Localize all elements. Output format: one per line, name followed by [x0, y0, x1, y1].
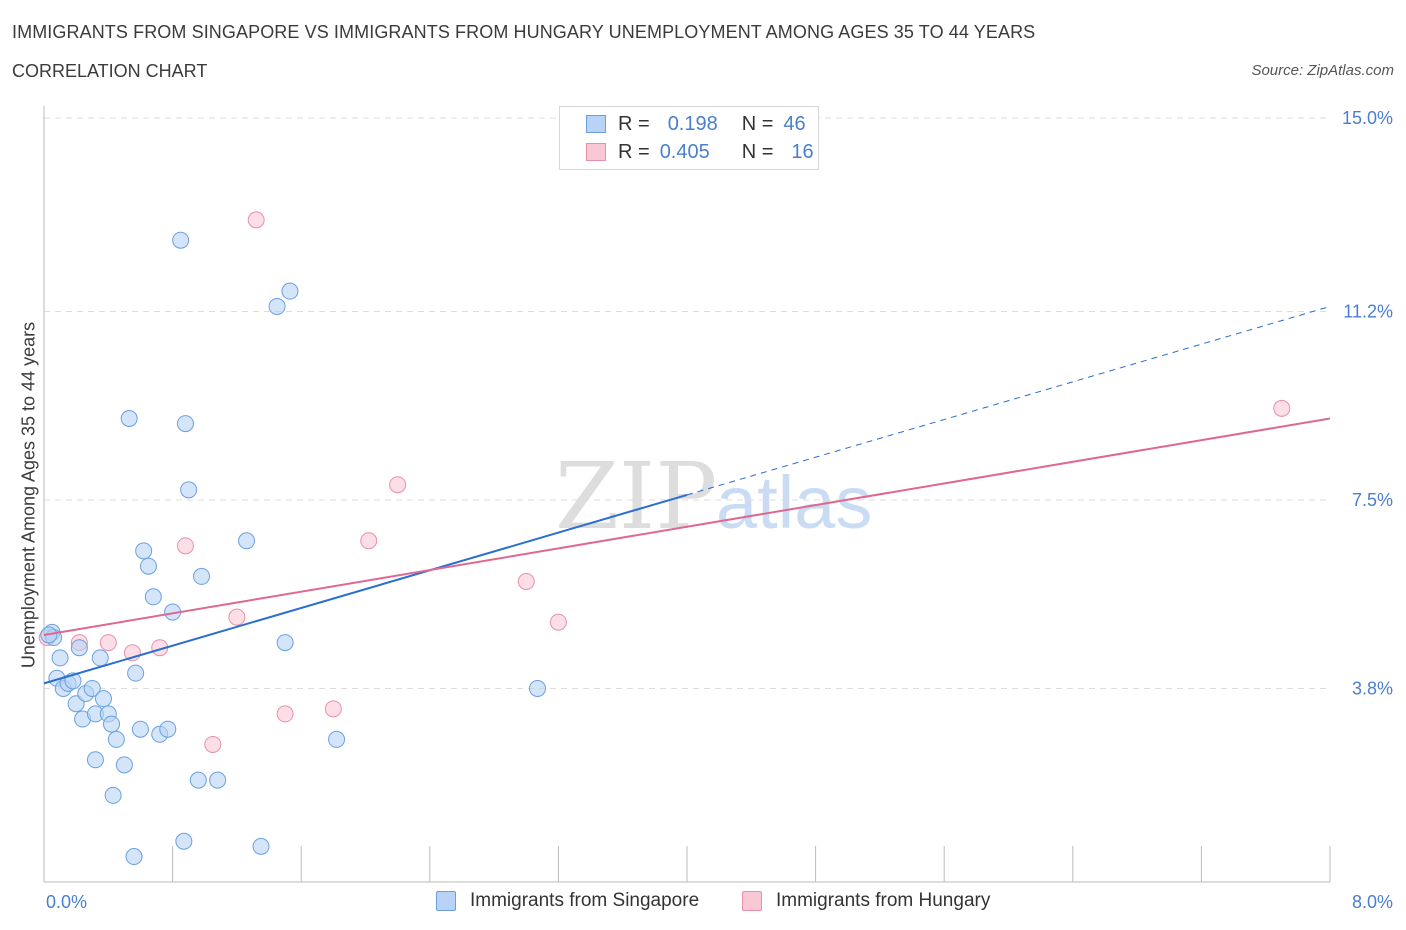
singapore-point [139, 557, 157, 575]
hungary-swatch [742, 891, 762, 911]
singapore-trend-extension [686, 305, 1331, 496]
legend-row-hungary: R = 0.405 N = 16 [586, 140, 814, 164]
singapore-point [94, 690, 112, 708]
singapore-point [189, 771, 207, 789]
y-tick-label: 15.0% [1342, 108, 1393, 128]
singapore-point [252, 837, 270, 855]
singapore-point [103, 715, 121, 733]
singapore-point [127, 664, 145, 682]
watermark-atlas: atlas [716, 461, 872, 544]
singapore-point [238, 532, 256, 550]
singapore-point [281, 282, 299, 300]
singapore-point [120, 410, 138, 428]
y-tick-label: 11.2% [1343, 302, 1393, 322]
hungary-point [204, 735, 222, 753]
singapore-point [328, 730, 346, 748]
y-tick-label: 7.5% [1352, 490, 1393, 510]
bottom-legend-label: Immigrants from Hungary [776, 890, 991, 911]
singapore-point [529, 679, 547, 697]
singapore-swatch [436, 891, 456, 911]
singapore-point [135, 542, 153, 560]
hungary-trend-line [43, 417, 1331, 636]
r-label: R = [618, 140, 650, 163]
singapore-point [172, 231, 190, 249]
singapore-point [70, 639, 88, 657]
singapore-point [125, 848, 143, 866]
hungary-point [517, 572, 535, 590]
singapore-point [144, 588, 162, 606]
n-value: 16 [791, 140, 814, 163]
singapore-point [131, 720, 149, 738]
bottom-legend-hungary: Immigrants from Hungary [742, 889, 990, 913]
correlation-legend: R = 0.198 N = 46 R = 0.405 N = 16 [559, 106, 819, 170]
singapore-point [180, 481, 198, 499]
hungary-point [99, 634, 117, 652]
singapore-point [83, 679, 101, 697]
hungary-point [324, 700, 342, 718]
singapore-point [268, 297, 286, 315]
chart-title: IMMIGRANTS FROM SINGAPORE VS IMMIGRANTS … [12, 22, 1036, 42]
y-tick-label: 3.8% [1352, 678, 1393, 698]
singapore-point [104, 786, 122, 804]
singapore-point [91, 649, 109, 667]
singapore-swatch [586, 115, 606, 133]
singapore-trend-line [43, 493, 688, 685]
source-label: Source: ZipAtlas.com [1251, 62, 1394, 79]
singapore-point [159, 720, 177, 738]
bottom-legend-singapore: Immigrants from Singapore [436, 889, 699, 913]
singapore-point [276, 634, 294, 652]
bottom-legend-label: Immigrants from Singapore [470, 890, 700, 911]
chart-subtitle: CORRELATION CHART [12, 61, 208, 81]
hungary-point [176, 537, 194, 555]
singapore-point [193, 567, 211, 585]
n-label: N = [741, 140, 774, 163]
hungary-point [360, 532, 378, 550]
r-value: 0.198 [667, 112, 718, 135]
singapore-point [115, 756, 133, 774]
r-value: 0.405 [659, 140, 710, 163]
hungary-point [228, 608, 246, 626]
hungary-point [276, 705, 294, 723]
singapore-point [176, 415, 194, 433]
x-tick-label: 8.0% [1352, 892, 1393, 912]
x-tick-label: 0.0% [46, 892, 87, 912]
hungary-point [247, 211, 265, 229]
hungary-point [389, 476, 407, 494]
singapore-point [175, 832, 193, 850]
singapore-point [86, 751, 104, 769]
singapore-point [51, 649, 69, 667]
hungary-point [1273, 399, 1291, 417]
watermark-zip: ZIP [555, 443, 717, 550]
y-axis-title: Unemployment Among Ages 35 to 44 years [18, 321, 39, 669]
legend-row-singapore: R = 0.198 N = 46 [586, 112, 806, 136]
singapore-point [107, 730, 125, 748]
hungary-point [549, 613, 567, 631]
singapore-point [209, 771, 227, 789]
n-value: 46 [783, 112, 806, 135]
hungary-swatch [586, 143, 606, 161]
n-label: N = [741, 112, 774, 135]
r-label: R = [618, 112, 650, 135]
